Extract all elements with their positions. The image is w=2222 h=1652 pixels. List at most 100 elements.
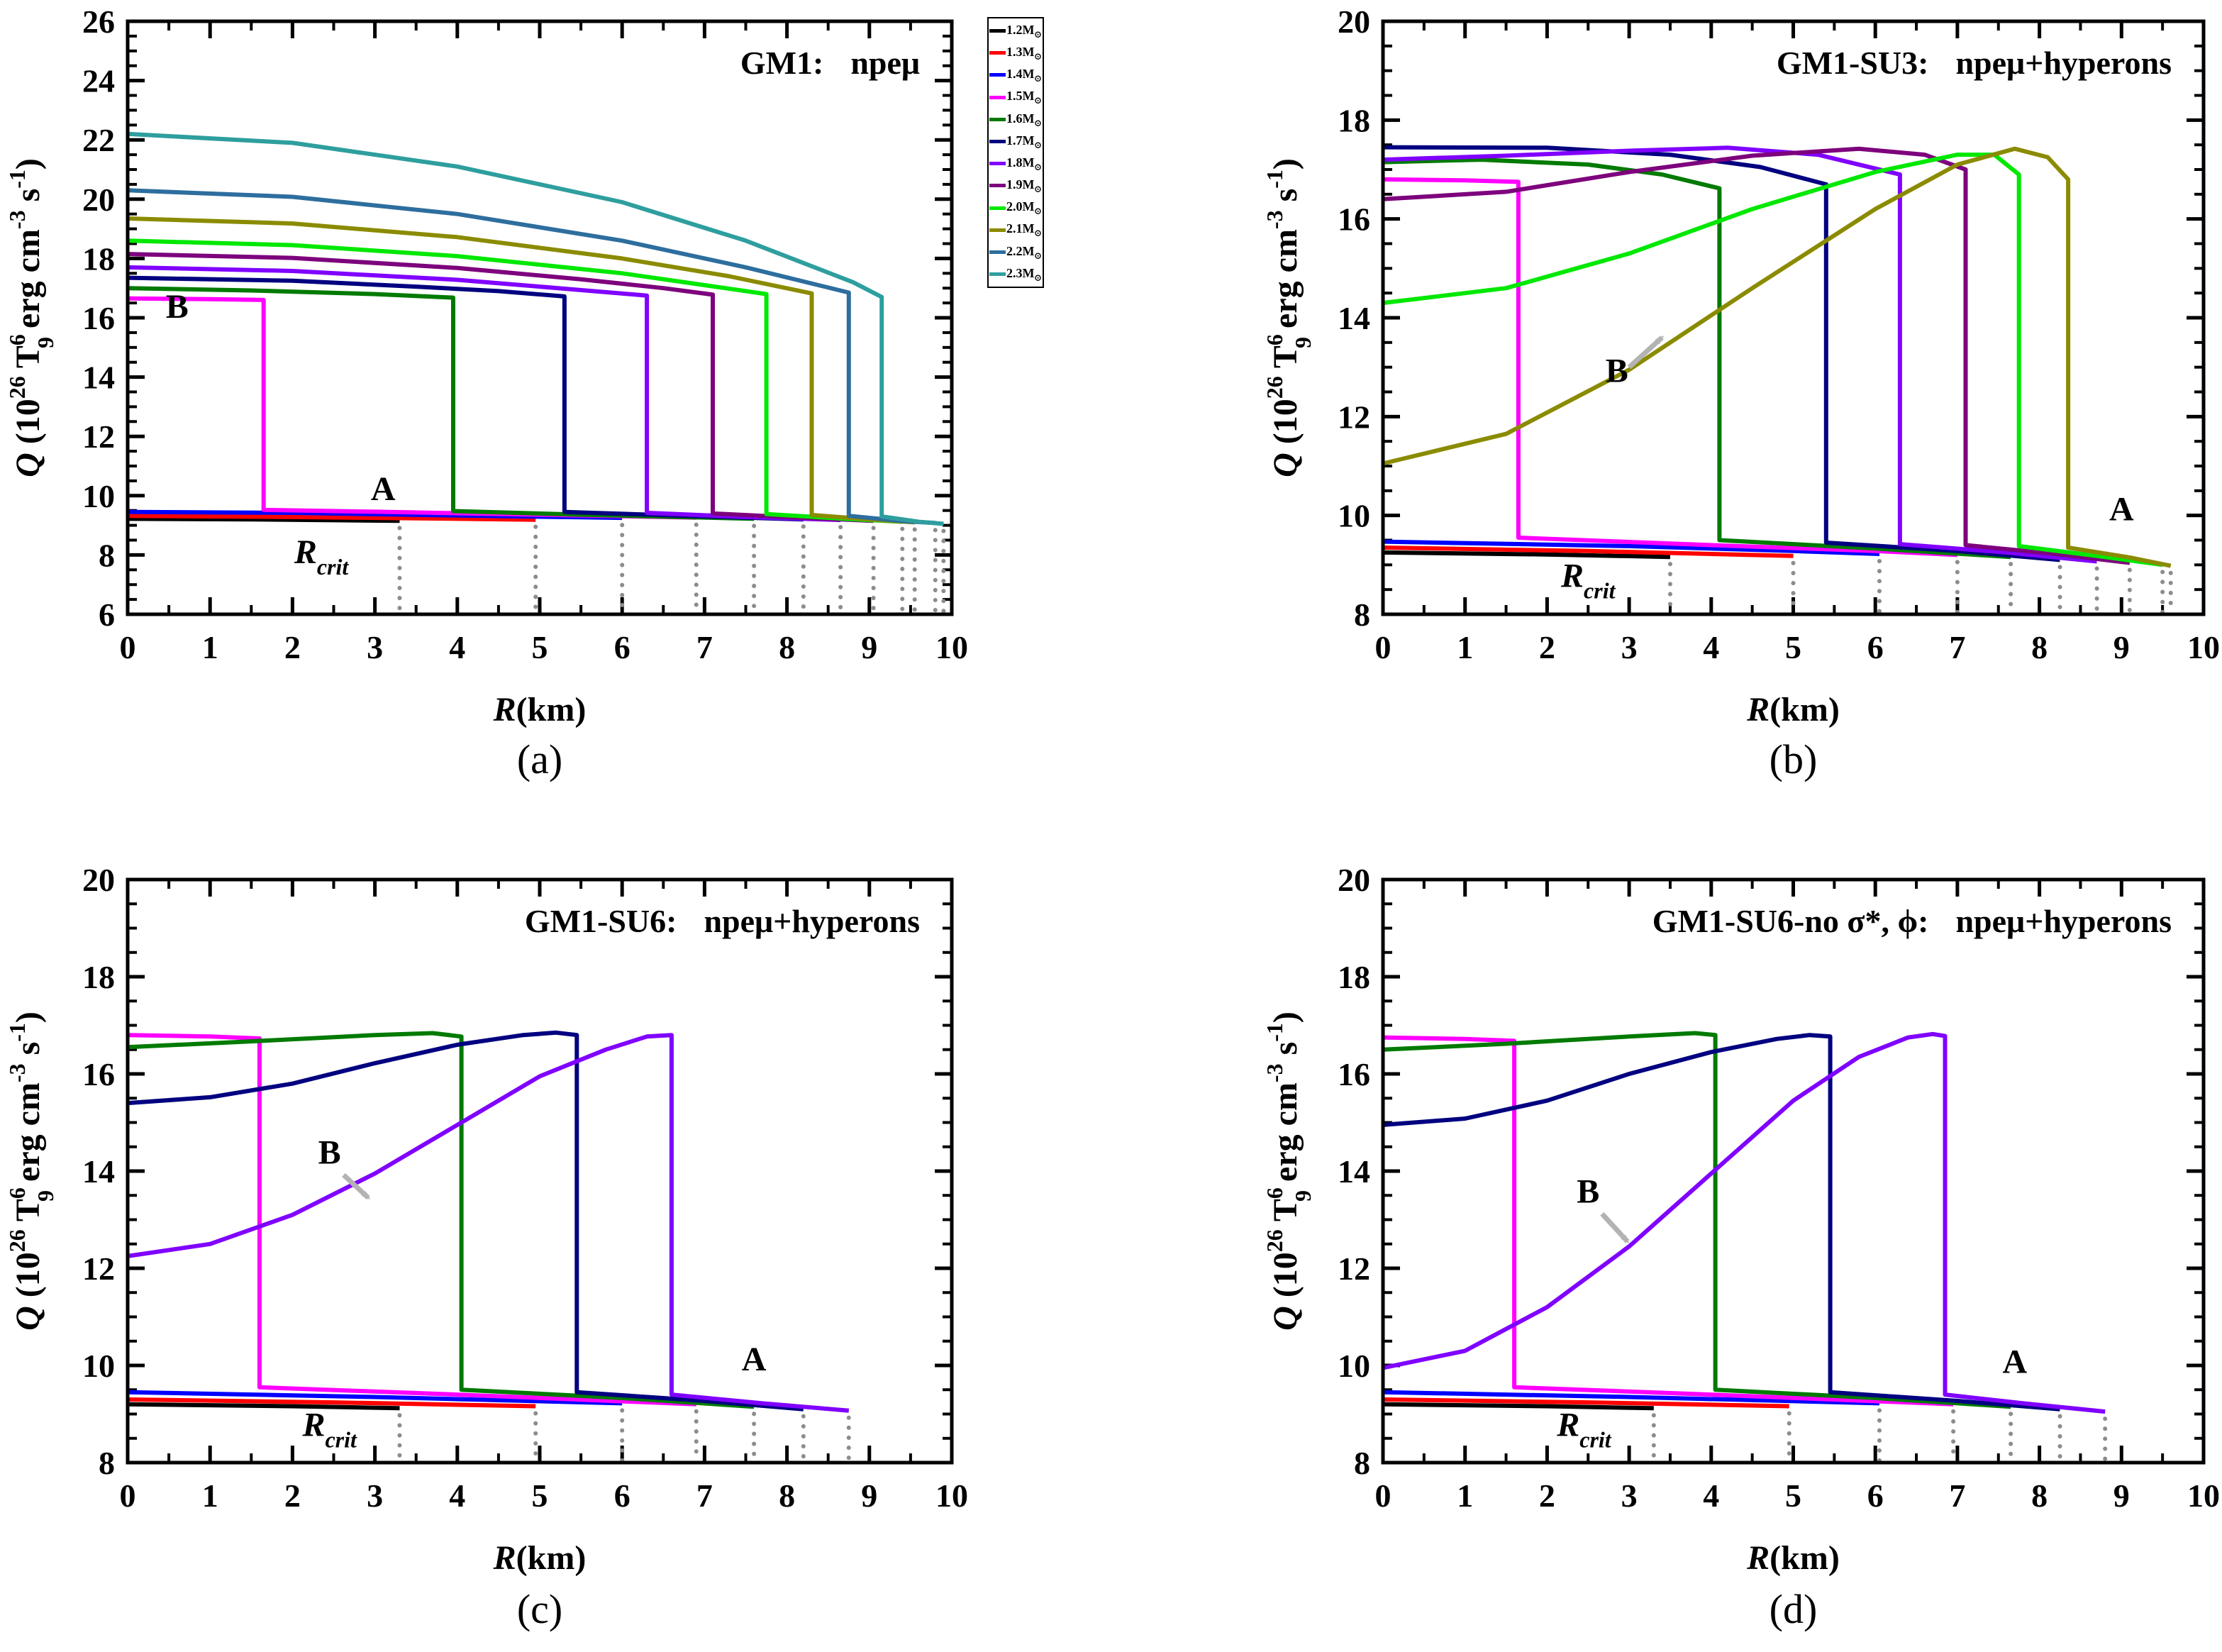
label-A: A bbox=[742, 1341, 767, 1378]
panel-caption: (d) bbox=[1770, 1586, 1818, 1632]
plot-frame bbox=[1381, 19, 2206, 616]
series-1.2Msun-line bbox=[127, 516, 400, 523]
y-tick-label: 16 bbox=[1338, 1056, 1370, 1092]
label-A: A bbox=[371, 470, 396, 508]
x-axis-label: R(km) bbox=[1746, 1539, 1840, 1577]
x-tick-label: 4 bbox=[449, 629, 465, 665]
series-1.7Msun-line bbox=[1382, 1033, 2060, 1412]
legend-item: 2.3M⊙ bbox=[989, 263, 1042, 285]
legend-label: 2.0M⊙ bbox=[1006, 199, 1042, 216]
legend-label: 1.8M⊙ bbox=[1006, 155, 1042, 172]
x-tick-label: 6 bbox=[1867, 629, 1884, 665]
annotation-arrow bbox=[342, 1173, 371, 1200]
series-2.0Msun-line bbox=[1382, 153, 2163, 567]
y-tick-label: 14 bbox=[1338, 300, 1370, 336]
series-1.8Msun-line bbox=[127, 265, 841, 523]
y-tick-label: 16 bbox=[82, 300, 115, 336]
x-tick-label: 9 bbox=[861, 629, 877, 665]
x-tick-label: 9 bbox=[2113, 1478, 2130, 1514]
series-1.5Msun-line bbox=[127, 296, 696, 520]
y-axis-label: Q (1026 T6 9 erg cm-3 s-1) bbox=[1262, 158, 1316, 477]
x-axis-label: R(km) bbox=[493, 1539, 587, 1577]
x-axis-label: R(km) bbox=[493, 691, 587, 728]
series-2.2Msun-line bbox=[127, 188, 935, 526]
series-1.5Msun-line bbox=[1382, 177, 1958, 558]
x-tick-label: 2 bbox=[1539, 629, 1555, 665]
y-tick-label: 12 bbox=[82, 418, 115, 455]
legend-label: 1.2M⊙ bbox=[1006, 22, 1042, 40]
x-tick-label: 5 bbox=[532, 1478, 548, 1514]
legend-label: 2.3M⊙ bbox=[1006, 265, 1042, 283]
legend-label: 1.7M⊙ bbox=[1006, 133, 1042, 150]
y-tick-label: 12 bbox=[1338, 1251, 1370, 1287]
y-axis-label: Q (1026 T6 9 erg cm-3 s-1) bbox=[4, 158, 58, 477]
legend-swatch-icon bbox=[989, 228, 1006, 232]
x-tick-label: 3 bbox=[367, 1478, 383, 1514]
legend-label: 1.5M⊙ bbox=[1006, 89, 1042, 106]
series-1.5Msun-line bbox=[127, 1033, 696, 1407]
series-1.8Msun-line bbox=[1382, 1031, 2106, 1414]
x-tick-label: 1 bbox=[1457, 629, 1473, 665]
legend-label: 1.9M⊙ bbox=[1006, 177, 1042, 194]
x-tick-label: 5 bbox=[532, 629, 548, 665]
legend-item: 1.3M⊙ bbox=[989, 42, 1042, 64]
label-B: B bbox=[166, 288, 189, 326]
x-tick-label: 6 bbox=[614, 629, 631, 665]
series-1.7Msun-line bbox=[1382, 145, 2060, 562]
y-tick-label: 18 bbox=[82, 959, 115, 995]
x-tick-label: 1 bbox=[1457, 1478, 1473, 1514]
label-Rcrit: Rcrit bbox=[1560, 558, 1616, 604]
legend-swatch-icon bbox=[989, 117, 1006, 121]
legend-swatch-icon bbox=[989, 184, 1006, 188]
series-1.2Msun-line bbox=[1382, 550, 1670, 560]
y-tick-label: 14 bbox=[82, 1153, 115, 1190]
y-tick-label: 20 bbox=[82, 182, 115, 218]
y-axis-label: Q (1026 T6 9 erg cm-3 s-1) bbox=[1262, 1011, 1316, 1331]
legend-item: 1.8M⊙ bbox=[989, 153, 1042, 174]
label-B: B bbox=[1577, 1173, 1599, 1211]
x-axis-label: R(km) bbox=[1746, 691, 1840, 728]
panel-title: GM1-SU6: npeμ+hyperons bbox=[525, 903, 920, 939]
y-tick-label: 6 bbox=[99, 597, 115, 633]
y-tick-label: 18 bbox=[1338, 102, 1370, 138]
x-tick-label: 10 bbox=[935, 1478, 968, 1514]
series-1.3Msun-line bbox=[1382, 545, 1794, 558]
x-tick-label: 5 bbox=[1785, 629, 1801, 665]
series-1.8Msun-line bbox=[1382, 145, 2097, 564]
y-tick-label: 12 bbox=[1338, 399, 1370, 435]
x-tick-label: 8 bbox=[2031, 1478, 2048, 1514]
label-B: B bbox=[318, 1134, 341, 1172]
panel-title: GM1-SU6-no σ*, ϕ: npeμ+hyperons bbox=[1652, 903, 2172, 939]
x-tick-label: 4 bbox=[1703, 1478, 1719, 1514]
y-tick-label: 8 bbox=[1354, 597, 1370, 633]
panel-caption: (b) bbox=[1770, 736, 1818, 782]
x-tick-label: 9 bbox=[861, 1478, 877, 1514]
y-tick-label: 14 bbox=[1338, 1153, 1370, 1190]
legend-label: 1.6M⊙ bbox=[1006, 111, 1042, 128]
mass-legend: 1.2M⊙ 1.3M⊙ 1.4M⊙ 1.5M⊙ 1.6M⊙ 1.7M⊙ 1.8M… bbox=[987, 17, 1044, 289]
x-tick-label: 10 bbox=[2187, 1478, 2220, 1514]
series-1.6Msun-line bbox=[127, 286, 755, 521]
series-1.6Msun-line bbox=[1382, 157, 2011, 560]
x-tick-label: 6 bbox=[1867, 1478, 1884, 1514]
series-1.4Msun-line bbox=[1382, 1390, 1880, 1406]
plot-frame bbox=[1381, 877, 2206, 1465]
series-2.3Msun-line bbox=[127, 131, 944, 526]
y-tick-label: 8 bbox=[99, 537, 115, 573]
legend-item: 1.7M⊙ bbox=[989, 131, 1042, 153]
y-tick-label: 16 bbox=[1338, 201, 1370, 238]
y-tick-label: 10 bbox=[1338, 1348, 1370, 1384]
label-A: A bbox=[2003, 1343, 2028, 1380]
x-tick-label: 0 bbox=[120, 1478, 136, 1514]
label-Rcrit: Rcrit bbox=[294, 533, 350, 580]
legend-item: 2.0M⊙ bbox=[989, 197, 1042, 219]
legend-swatch-icon bbox=[989, 162, 1006, 166]
series-1.3Msun-line bbox=[127, 1397, 536, 1409]
label-Rcrit: Rcrit bbox=[301, 1406, 357, 1452]
x-tick-label: 8 bbox=[779, 1478, 795, 1514]
plot-frame bbox=[126, 877, 954, 1465]
y-tick-label: 10 bbox=[82, 1348, 115, 1384]
